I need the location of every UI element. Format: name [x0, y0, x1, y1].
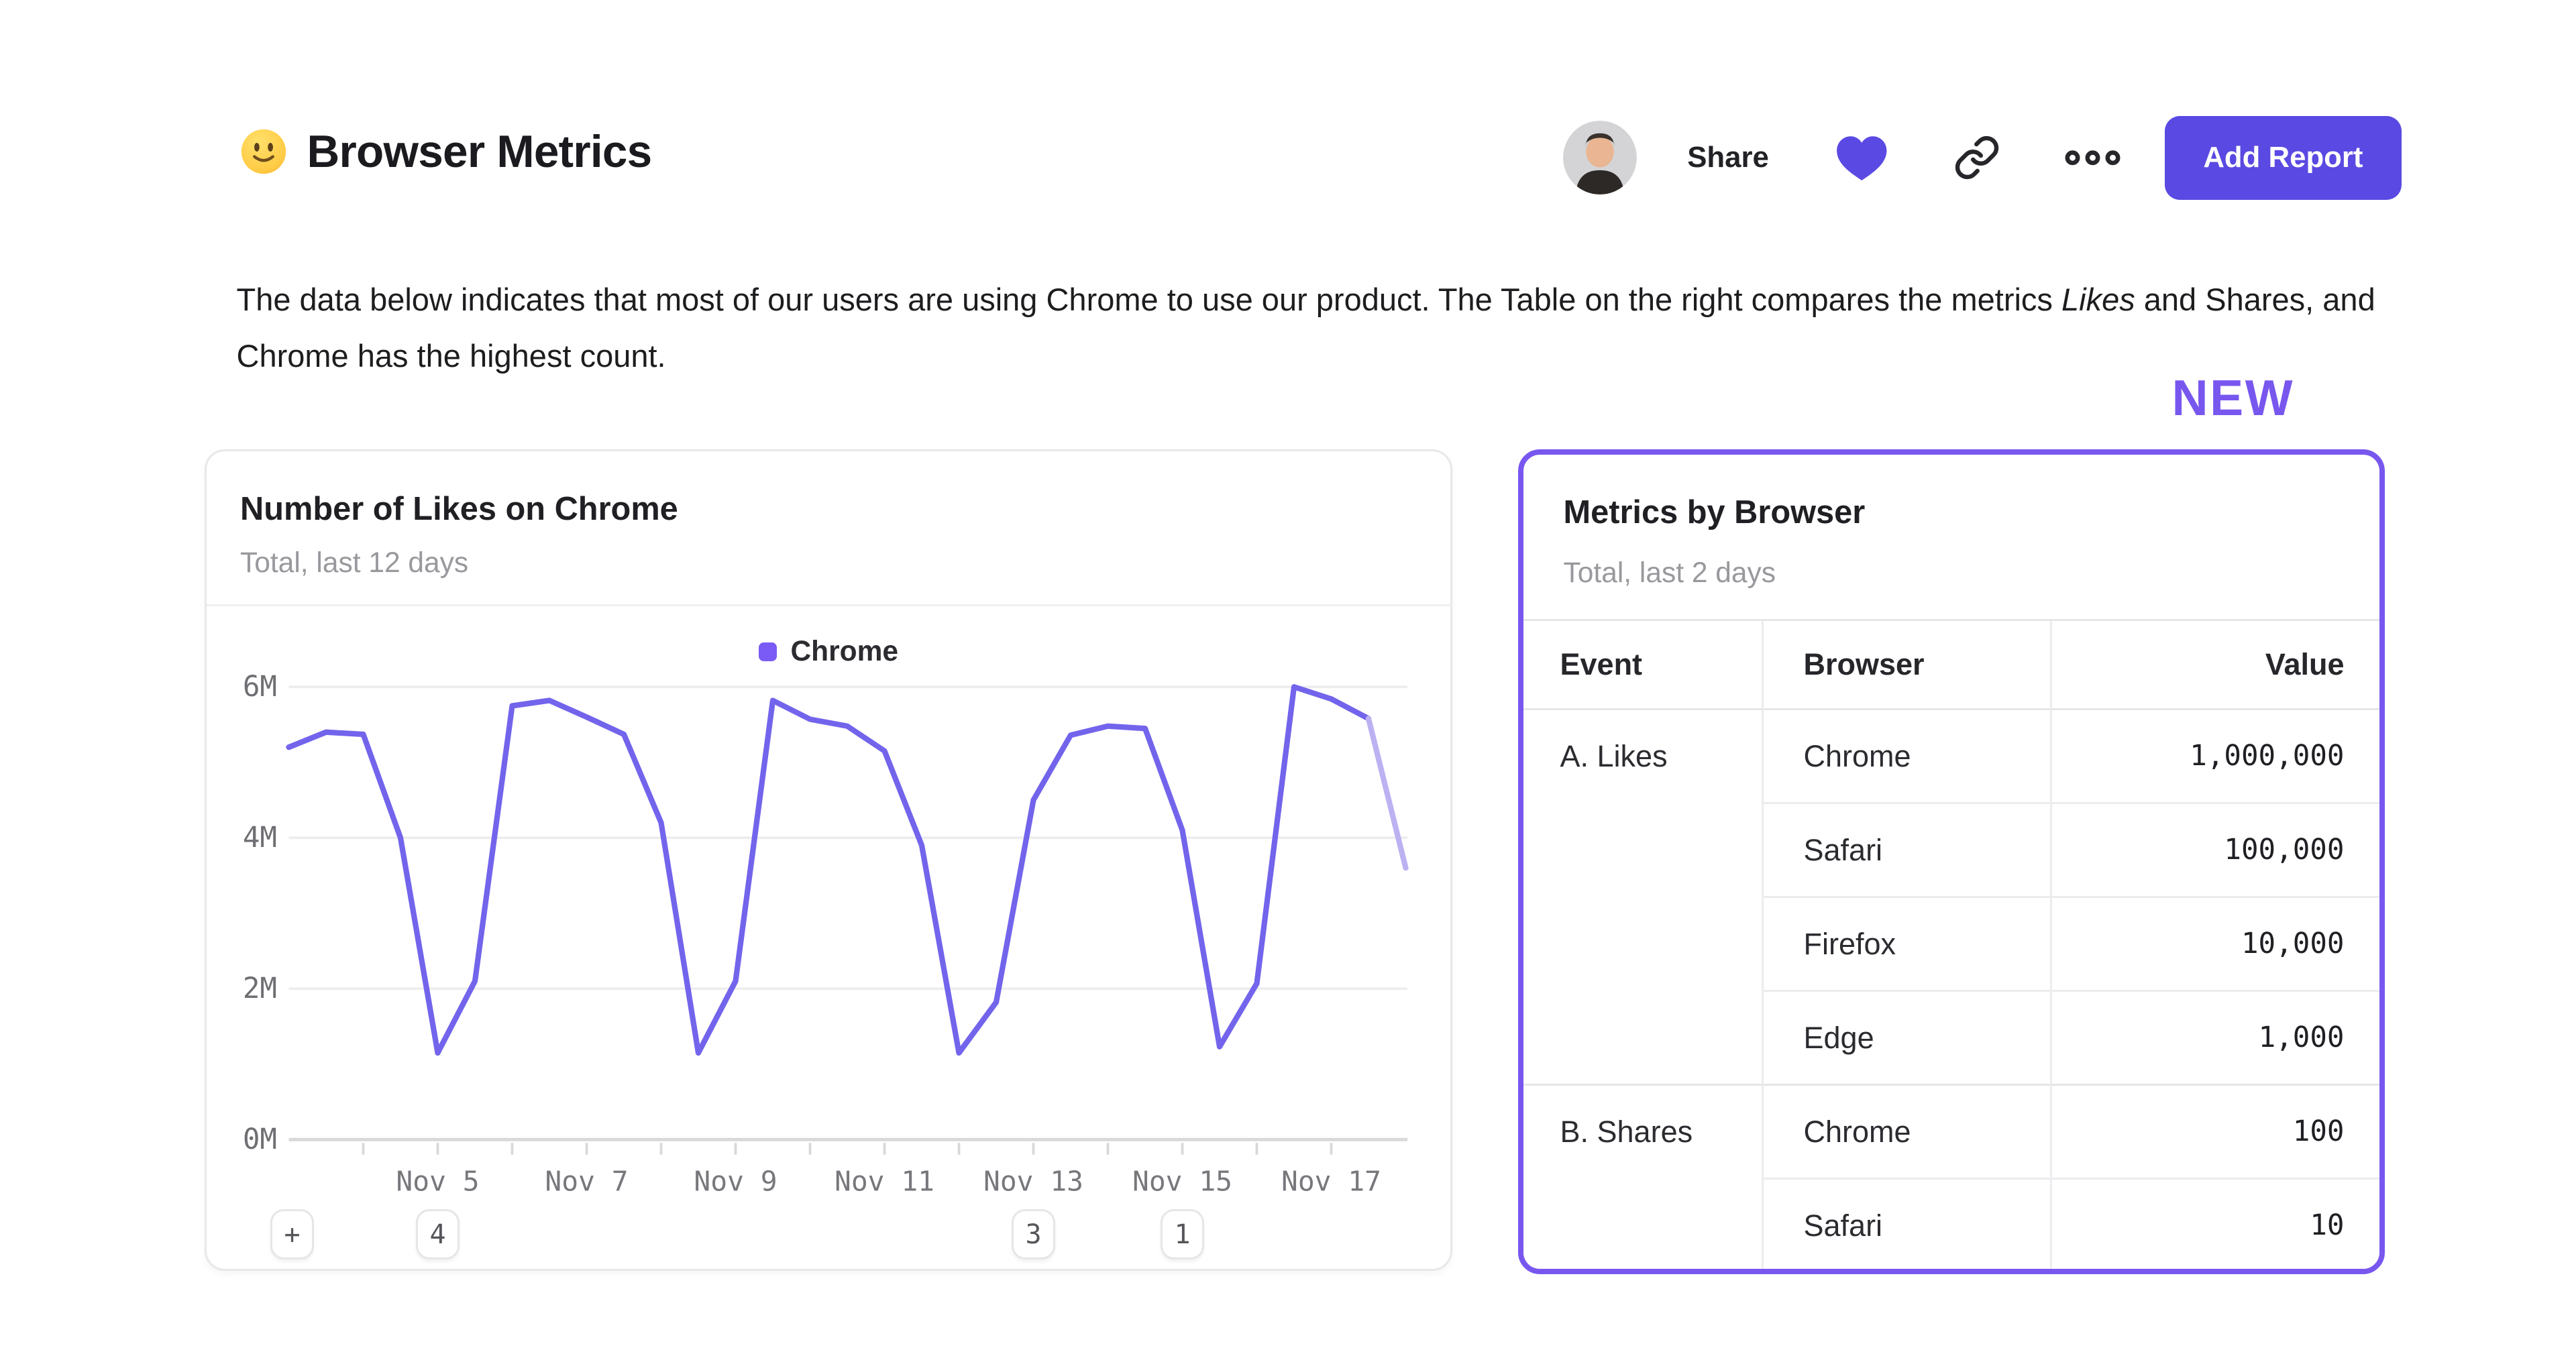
value-cell: 10 [2049, 1178, 2379, 1269]
legend-label: Chrome [790, 636, 899, 667]
x-tick-label: Nov 7 [545, 1166, 628, 1198]
value-cell: 10,000 [2049, 896, 2379, 990]
new-badge: NEW [2171, 370, 2294, 426]
x-tick-label: Nov 15 [1132, 1166, 1232, 1198]
browser-cell: Firefox [1761, 896, 2050, 990]
browser-cell: Safari [1761, 1178, 2050, 1269]
x-tick-label: Nov 11 [835, 1166, 934, 1198]
annotation-chip-4[interactable]: 4 [416, 1209, 460, 1259]
event-cell [1523, 990, 1762, 1084]
y-tick-label: 4M [243, 822, 277, 854]
avatar[interactable] [1563, 121, 1638, 194]
column-header-event: Event [1523, 621, 1762, 708]
x-tick-label: Nov 5 [396, 1166, 479, 1198]
favorite-button[interactable] [1834, 133, 1890, 182]
event-cell: B. Shares [1523, 1084, 1762, 1178]
chrome-series-line-faded [1365, 716, 1409, 871]
card-divider [207, 604, 1450, 607]
x-tick-label: Nov 9 [694, 1166, 777, 1198]
chart-legend: Chrome [207, 636, 1450, 668]
event-cell [1523, 1178, 1762, 1269]
slightly-smiling-face-emoji-icon [240, 128, 287, 175]
legend-marker [758, 642, 777, 661]
add-annotation-chip[interactable]: + [270, 1209, 314, 1259]
annotation-chip-1[interactable]: 1 [1161, 1209, 1204, 1259]
link-icon [1953, 134, 2000, 181]
metrics-table: Event Browser Value A. Likes Chrome 1,000,000… [1523, 619, 2379, 1269]
chart-title: Number of Likes on Chrome [240, 490, 678, 527]
page-header: Browser Metrics [240, 126, 652, 178]
likes-chart-card: Number of Likes on Chrome Total, last 12… [205, 449, 1452, 1271]
table-title: Metrics by Browser [1563, 494, 1866, 530]
x-tick-label: Nov 13 [983, 1166, 1083, 1198]
y-tick-label: 2M [243, 972, 277, 1005]
column-header-value: Value [2049, 621, 2379, 708]
event-cell [1523, 802, 1762, 896]
value-cell: 100 [2049, 1084, 2379, 1178]
browser-cell: Chrome [1761, 1084, 2050, 1178]
browser-cell: Chrome [1761, 708, 2050, 802]
chart-subtitle: Total, last 12 days [240, 547, 469, 579]
ellipsis-icon [2064, 147, 2121, 169]
event-cell: A. Likes [1523, 708, 1762, 802]
value-cell: 1,000,000 [2049, 708, 2379, 802]
description-text: The data below indicates that most of ou… [236, 282, 2375, 374]
page-title: Browser Metrics [307, 126, 653, 177]
x-tick-label: Nov 17 [1281, 1166, 1381, 1198]
header-actions: Share Add Report [1563, 115, 2402, 200]
table-subtitle: Total, last 2 days [1563, 557, 1776, 589]
more-options-button[interactable] [2064, 147, 2121, 169]
value-cell: 1,000 [2049, 990, 2379, 1084]
legend-item-chrome[interactable]: Chrome [758, 636, 899, 668]
add-report-button[interactable]: Add Report [2164, 115, 2402, 200]
heart-icon [1834, 133, 1890, 182]
chrome-series-line [286, 684, 1372, 1056]
y-tick-label: 0M [243, 1123, 277, 1156]
metrics-table-card: Metrics by Browser Total, last 2 days Ev… [1517, 449, 2385, 1274]
column-header-browser: Browser [1761, 621, 2050, 708]
browser-cell: Edge [1761, 990, 2050, 1084]
browser-cell: Safari [1761, 802, 2050, 896]
share-button[interactable]: Share [1687, 141, 1769, 174]
event-cell [1523, 896, 1762, 990]
copy-link-button[interactable] [1953, 134, 2000, 181]
annotation-chip-3[interactable]: 3 [1012, 1209, 1055, 1259]
y-tick-label: 6M [243, 671, 277, 703]
value-cell: 100,000 [2049, 802, 2379, 896]
